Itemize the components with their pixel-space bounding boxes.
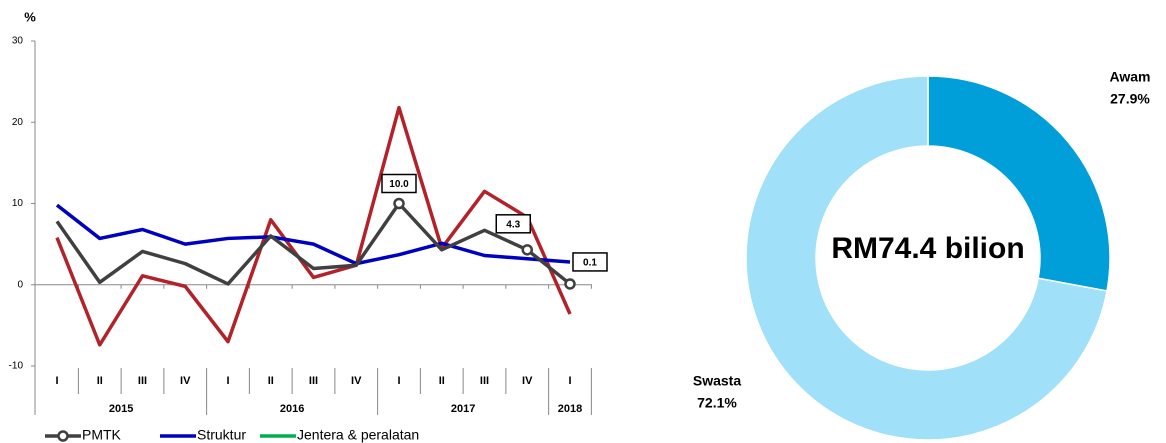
series-line [55, 105, 572, 347]
x-tick-label: IV [180, 375, 191, 387]
donut-segment [927, 75, 1111, 292]
x-tick-label: II [97, 375, 103, 387]
x-tick-label: IV [351, 375, 362, 387]
legend-label: Jentera & peralatan [297, 427, 419, 443]
x-tick-label: I [397, 375, 400, 387]
x-tick-label: II [268, 375, 274, 387]
x-tick-label: IV [522, 375, 533, 387]
segment-label: Awam [1110, 69, 1151, 85]
data-label: 0.1 [583, 258, 597, 269]
x-tick-label: III [480, 375, 489, 387]
y-tick-label: 30 [12, 36, 24, 47]
donut-center-text: RM74.4 bilion [831, 232, 1024, 265]
donut-segment [745, 75, 1108, 441]
y-tick-label: 20 [12, 117, 24, 128]
legend-label: Struktur [197, 427, 246, 443]
segment-value-label: 72.1% [697, 395, 737, 411]
year-label: 2015 [109, 403, 133, 415]
data-label: 10.0 [389, 179, 409, 190]
point-marker [564, 278, 576, 290]
x-tick-label: I [568, 375, 571, 387]
year-label: 2017 [451, 403, 475, 415]
year-label: 2018 [558, 403, 582, 415]
series-line [55, 201, 572, 286]
y-tick-label: -10 [9, 361, 24, 372]
x-tick-label: I [226, 375, 229, 387]
legend-marker [57, 430, 69, 442]
series-line [55, 203, 571, 266]
x-tick-label: II [439, 375, 445, 387]
x-tick-label: III [138, 375, 147, 387]
y-tick-label: 10 [12, 198, 24, 209]
data-label-box [572, 252, 608, 272]
data-label-box [381, 173, 417, 194]
x-tick-label: I [55, 375, 58, 387]
point-marker [521, 244, 533, 256]
data-label-box [495, 214, 531, 234]
x-tick-label: III [309, 375, 318, 387]
legend-label: PMTK [82, 427, 122, 443]
year-label: 2016 [280, 403, 304, 415]
y-tick-label: 0 [17, 279, 23, 290]
y-axis-label: % [24, 9, 36, 24]
point-marker [393, 197, 405, 210]
segment-label: Swasta [693, 373, 741, 389]
data-label: 4.3 [506, 219, 520, 230]
segment-value-label: 27.9% [1110, 91, 1150, 107]
